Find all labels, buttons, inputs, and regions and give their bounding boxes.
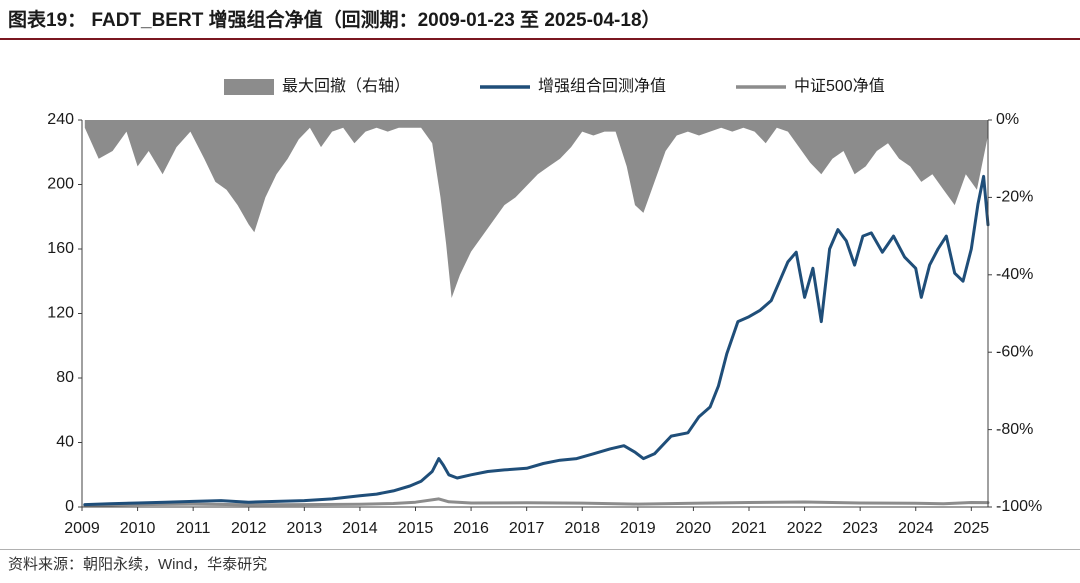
x-tick-label: 2011 xyxy=(176,520,211,537)
y-tick-label: 120 xyxy=(47,305,74,322)
y2-tick-label: -100% xyxy=(996,498,1042,515)
x-tick-label: 2012 xyxy=(231,520,267,537)
drawdown-area xyxy=(84,120,989,298)
y2-tick-label: 0% xyxy=(996,111,1019,128)
source-note: 资料来源：朝阳永续，Wind，华泰研究 xyxy=(8,556,268,573)
x-tick-label: 2025 xyxy=(954,520,990,537)
x-tick-label: 2015 xyxy=(398,520,434,537)
legend-label: 增强组合回测净值 xyxy=(538,77,666,95)
legend-label: 最大回撤（右轴） xyxy=(282,77,410,95)
y2-tick-label: -80% xyxy=(996,421,1033,438)
axes: 0 40 80 120 160 200 240 0% -20% -40% -60% -80% -100%… xyxy=(47,111,1042,537)
y-tick-label: 40 xyxy=(56,434,74,451)
x-tick-label: 2016 xyxy=(453,520,489,537)
x-tick-label: 2017 xyxy=(509,520,545,537)
x-tick-label: 2009 xyxy=(64,520,100,537)
x-tick-label: 2023 xyxy=(842,520,878,537)
plot-area xyxy=(83,120,990,507)
x-tick-label: 2022 xyxy=(787,520,823,537)
y-tick-label: 0 xyxy=(65,498,74,515)
enhanced-portfolio-line xyxy=(83,174,990,507)
chart-title: 图表19： FADT_BERT 增强组合净值（回测期：2009-01-23 至 … xyxy=(8,10,661,31)
legend: 最大回撤（右轴） 增强组合回测净值 中证500净值 xyxy=(224,77,885,95)
x-tick-label: 2014 xyxy=(342,520,378,537)
y2-tick-label: -60% xyxy=(996,343,1033,360)
csi500-line xyxy=(83,497,990,507)
x-tick-label: 2024 xyxy=(898,520,934,537)
y-tick-label: 200 xyxy=(47,176,74,193)
x-tick-label: 2020 xyxy=(676,520,712,537)
y-tick-label: 240 xyxy=(47,111,74,128)
y-tick-label: 160 xyxy=(47,240,74,257)
y2-tick-label: -40% xyxy=(996,266,1033,283)
legend-swatch-drawdown xyxy=(224,79,274,95)
x-tick-label: 2010 xyxy=(120,520,156,537)
y2-tick-label: -20% xyxy=(996,189,1033,206)
title-divider xyxy=(0,38,1080,40)
y-tick-label: 80 xyxy=(56,369,74,386)
x-tick-label: 2019 xyxy=(620,520,656,537)
chart-canvas: 最大回撤（右轴） 增强组合回测净值 中证500净值 0 40 80 120 160 200 24… xyxy=(47,77,1042,537)
legend-label: 中证500净值 xyxy=(794,77,885,95)
x-tick-label: 2021 xyxy=(731,520,767,537)
source-divider xyxy=(0,549,1080,550)
x-tick-label: 2013 xyxy=(287,520,323,537)
x-tick-label: 2018 xyxy=(564,520,600,537)
